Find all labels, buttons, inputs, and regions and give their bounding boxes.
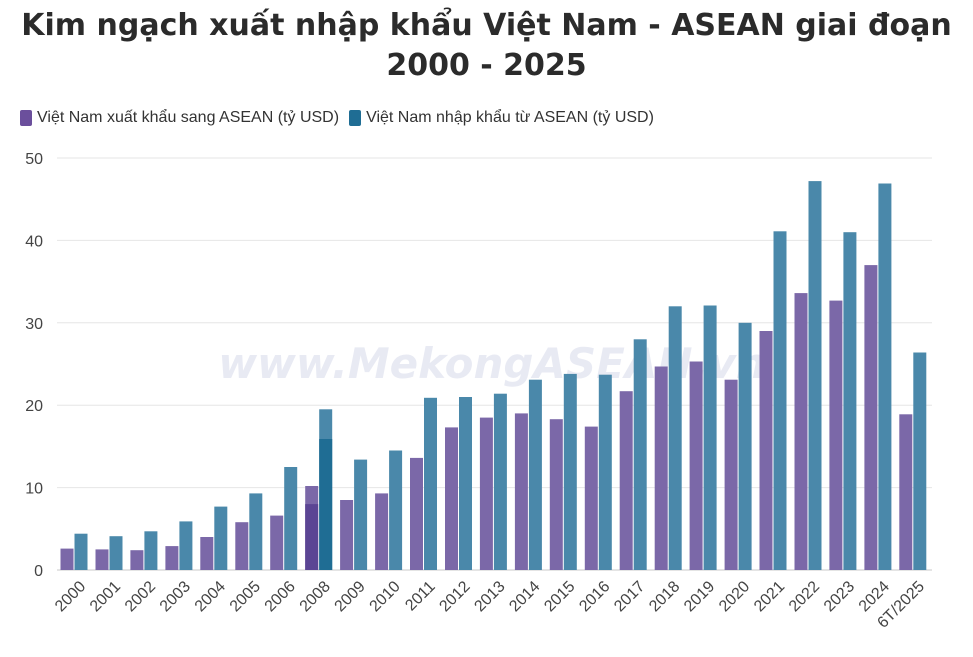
bar-import-2000[interactable]: [74, 533, 88, 570]
bar-import-2014[interactable]: [528, 379, 542, 570]
bar-import-2022[interactable]: [808, 181, 822, 570]
bar-import-2019[interactable]: [703, 305, 717, 571]
bar-import-2004[interactable]: [214, 506, 228, 570]
x-tick-label: 2023: [821, 578, 858, 615]
bar-import-2017[interactable]: [633, 339, 647, 570]
bar-import-highlight-2008[interactable]: [319, 439, 333, 570]
legend-swatch-imports: [349, 110, 362, 126]
bar-export-2009[interactable]: [340, 500, 354, 570]
bar-export-2000[interactable]: [60, 548, 74, 570]
bar-import-2002[interactable]: [144, 531, 158, 570]
x-axis-ticks: 2000200120022003200420052006200820092010…: [52, 578, 928, 632]
y-tick-label: 10: [25, 481, 43, 498]
bar-export-2003[interactable]: [165, 546, 179, 570]
bar-import-6T-2025[interactable]: [913, 352, 927, 571]
bar-export-2017[interactable]: [619, 391, 633, 570]
x-tick-label: 2016: [576, 578, 613, 615]
bar-import-2021[interactable]: [773, 231, 787, 571]
x-tick-label: 2002: [122, 578, 159, 615]
bar-export-2002[interactable]: [130, 550, 144, 570]
x-tick-label: 2018: [646, 578, 683, 615]
bar-export-2021[interactable]: [759, 331, 773, 570]
y-tick-label: 20: [25, 398, 43, 415]
bar-import-2003[interactable]: [179, 521, 193, 570]
y-tick-label: 40: [25, 233, 43, 250]
x-tick-label: 2012: [436, 578, 473, 615]
bar-export-2023[interactable]: [829, 300, 843, 570]
x-tick-label: 2009: [332, 578, 369, 615]
bar-export-2018[interactable]: [654, 366, 668, 571]
bar-import-2015[interactable]: [563, 373, 577, 570]
bar-import-2020[interactable]: [738, 322, 752, 570]
x-tick-label: 2014: [506, 578, 543, 615]
x-tick-label: 2000: [52, 578, 89, 615]
bar-import-2010[interactable]: [389, 450, 403, 571]
bar-import-2009[interactable]: [354, 459, 368, 570]
bar-export-2014[interactable]: [514, 413, 528, 570]
legend-label-imports: Việt Nam nhập khẩu từ ASEAN (tỷ USD): [366, 109, 654, 126]
x-tick-label: 2022: [786, 578, 823, 615]
bar-import-2023[interactable]: [843, 232, 857, 570]
bar-export-2022[interactable]: [794, 293, 808, 570]
y-axis-ticks: 0 10 20 30 40 50: [25, 151, 43, 580]
bar-import-2006[interactable]: [284, 467, 298, 570]
x-tick-label: 2010: [367, 578, 404, 615]
legend-label-exports: Việt Nam xuất khẩu sang ASEAN (tỷ USD): [37, 109, 340, 126]
bar-import-2013[interactable]: [493, 393, 507, 570]
x-tick-label: 2019: [681, 578, 718, 615]
bar-export-2001[interactable]: [95, 549, 109, 570]
x-tick-label: 2001: [87, 578, 124, 615]
bar-import-2001[interactable]: [109, 536, 123, 570]
bar-export-highlight-2008[interactable]: [305, 504, 319, 570]
x-tick-label: 2008: [297, 578, 334, 615]
chart-title: Kim ngạch xuất nhập khẩu Việt Nam - ASEA…: [21, 8, 952, 83]
bar-export-2004[interactable]: [200, 537, 214, 570]
bar-export-2020[interactable]: [724, 379, 738, 570]
x-tick-label: 2005: [227, 578, 264, 615]
x-tick-label: 2017: [611, 578, 648, 615]
bar-import-2005[interactable]: [249, 493, 263, 570]
bar-import-2012[interactable]: [459, 397, 472, 570]
legend-item-imports[interactable]: Việt Nam nhập khẩu từ ASEAN (tỷ USD): [349, 109, 654, 127]
x-tick-label: 2004: [192, 578, 229, 615]
bar-export-2010[interactable]: [375, 493, 389, 570]
bar-import-2024[interactable]: [878, 183, 892, 571]
watermark-text: www.MekongASEAN.vn: [218, 339, 766, 388]
bar-export-2015[interactable]: [549, 419, 563, 570]
bars: [60, 181, 927, 571]
legend-item-exports[interactable]: Việt Nam xuất khẩu sang ASEAN (tỷ USD): [20, 109, 339, 127]
bar-export-2012[interactable]: [445, 427, 458, 570]
legend-swatch-exports: [20, 110, 32, 126]
bar-import-2011[interactable]: [424, 397, 437, 570]
x-tick-label: 2013: [471, 578, 508, 615]
x-tick-label: 2003: [157, 578, 194, 615]
x-tick-label: 2015: [541, 578, 578, 615]
bar-export-6T-2025[interactable]: [899, 414, 913, 570]
x-tick-label: 2011: [402, 578, 438, 614]
bar-export-2019[interactable]: [689, 361, 703, 571]
x-tick-label: 2006: [262, 578, 299, 615]
legend: Việt Nam xuất khẩu sang ASEAN (tỷ USD) V…: [20, 109, 664, 127]
bar-export-2011[interactable]: [410, 457, 423, 570]
y-tick-label: 0: [34, 563, 43, 580]
bar-export-2005[interactable]: [235, 522, 249, 570]
bar-export-2013[interactable]: [479, 417, 493, 570]
x-tick-label: 2021: [751, 578, 788, 615]
bar-export-2006[interactable]: [270, 515, 284, 570]
bar-export-2024[interactable]: [864, 265, 878, 570]
bar-export-2016[interactable]: [584, 426, 598, 570]
bar-import-2016[interactable]: [598, 374, 612, 570]
x-tick-label: 2020: [716, 578, 753, 615]
y-tick-label: 50: [25, 151, 43, 168]
bar-import-2018[interactable]: [668, 306, 682, 570]
y-tick-label: 30: [25, 316, 43, 333]
